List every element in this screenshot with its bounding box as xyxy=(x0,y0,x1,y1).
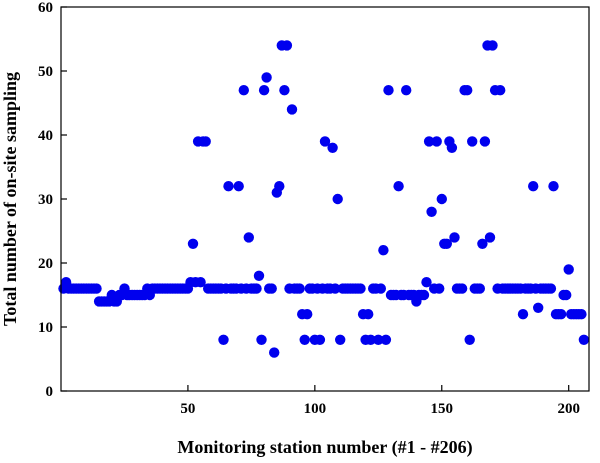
data-point xyxy=(187,238,199,249)
data-point xyxy=(302,309,313,320)
x-tick-label: 200 xyxy=(557,401,580,417)
data-point xyxy=(251,283,262,294)
y-axis-ticks: 0 10 20 30 40 50 60 xyxy=(38,0,67,400)
data-point xyxy=(327,142,338,153)
data-point xyxy=(487,40,498,51)
data-point xyxy=(446,142,458,153)
data-point xyxy=(576,309,587,320)
y-tick-label: 20 xyxy=(38,256,53,272)
data-point xyxy=(363,309,374,320)
data-point xyxy=(418,289,430,301)
data-point xyxy=(462,85,473,96)
data-point xyxy=(365,334,376,345)
data-point xyxy=(335,334,346,345)
data-point xyxy=(319,136,331,147)
x-axis-ticks: 50 100 150 200 xyxy=(180,385,580,417)
x-axis-title: Monitoring station number (#1 - #206) xyxy=(177,437,472,458)
data-point xyxy=(431,136,442,147)
data-points xyxy=(58,40,590,358)
data-point xyxy=(533,302,544,313)
data-point xyxy=(477,238,488,249)
y-tick-label: 0 xyxy=(46,384,54,400)
y-tick-label: 50 xyxy=(38,64,53,80)
data-point xyxy=(434,283,445,294)
data-point xyxy=(441,238,452,249)
data-point xyxy=(223,181,234,192)
data-point xyxy=(373,334,384,345)
data-point xyxy=(258,85,270,96)
data-point xyxy=(467,136,478,147)
data-point xyxy=(269,347,280,358)
data-point xyxy=(200,136,211,147)
data-point xyxy=(286,104,298,115)
x-tick-label: 100 xyxy=(304,401,327,417)
data-point xyxy=(479,136,491,147)
data-point xyxy=(449,232,460,243)
data-point xyxy=(375,283,386,294)
data-point xyxy=(456,283,468,294)
data-point xyxy=(393,181,404,192)
data-point xyxy=(281,40,293,51)
y-tick-label: 10 xyxy=(38,320,53,336)
data-point xyxy=(332,193,343,205)
data-point xyxy=(314,334,326,345)
data-point xyxy=(380,334,392,345)
data-point xyxy=(243,232,254,243)
data-point xyxy=(464,334,475,345)
data-point xyxy=(548,181,559,192)
data-point xyxy=(555,309,567,320)
y-axis-title: Total number of on-site sampling xyxy=(0,72,20,326)
data-point xyxy=(233,181,244,192)
data-point xyxy=(266,283,277,294)
y-tick-label: 30 xyxy=(38,192,53,208)
data-point xyxy=(299,334,310,345)
plot-frame xyxy=(60,6,590,392)
data-point xyxy=(421,277,432,288)
data-point xyxy=(423,136,435,147)
data-point xyxy=(91,283,102,294)
data-point xyxy=(436,193,447,205)
data-point xyxy=(383,85,394,96)
data-point xyxy=(474,283,485,294)
data-point xyxy=(528,181,539,192)
data-point xyxy=(279,85,290,96)
data-point xyxy=(261,72,272,83)
y-tick-label: 60 xyxy=(38,0,53,16)
data-point xyxy=(517,309,529,320)
data-point xyxy=(355,283,366,294)
data-point xyxy=(330,283,341,294)
data-point xyxy=(401,85,412,96)
data-point xyxy=(294,283,305,294)
y-tick-label: 40 xyxy=(38,128,53,144)
data-point xyxy=(563,264,574,275)
data-point xyxy=(274,181,285,192)
data-point xyxy=(218,334,229,345)
data-point xyxy=(545,283,557,294)
data-point xyxy=(561,289,572,301)
data-point xyxy=(238,85,249,96)
x-tick-label: 150 xyxy=(431,401,454,417)
data-point xyxy=(578,334,590,345)
data-point xyxy=(495,85,506,96)
data-point xyxy=(256,334,267,345)
data-point xyxy=(253,270,265,281)
data-point xyxy=(484,232,496,243)
data-point xyxy=(426,206,437,217)
data-point xyxy=(378,245,389,256)
x-tick-label: 50 xyxy=(180,401,195,417)
data-point xyxy=(195,277,206,288)
